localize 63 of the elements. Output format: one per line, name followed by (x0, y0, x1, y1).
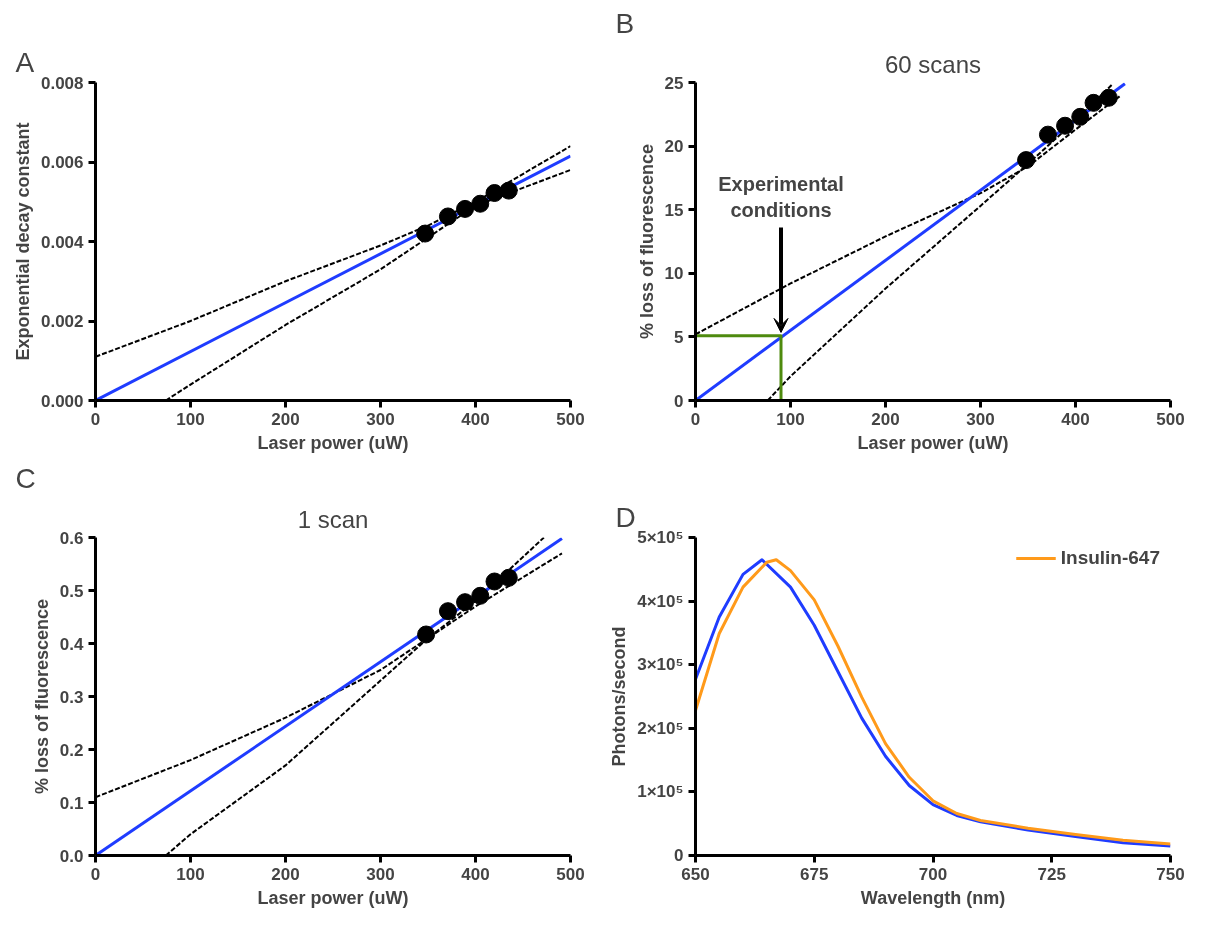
x-axis-title: Wavelength (nm) (860, 887, 1006, 908)
chart-title: 1 scan (297, 505, 369, 533)
y-tick-label: 0.000 (40, 391, 84, 411)
y-tick-label: 10 (664, 264, 684, 284)
x-tick-label: 100 (176, 409, 205, 429)
y-axis-title: Photons/second (609, 626, 630, 767)
y-tick-label: 5×10⁵ (637, 528, 684, 547)
x-tick-label: 400 (1061, 409, 1090, 429)
y-tick-label: 5 (674, 327, 684, 347)
y-tick-label: 0 (674, 846, 684, 865)
y-tick-label: 0.008 (40, 73, 84, 93)
y-tick-label: 3×10⁵ (637, 655, 684, 675)
text: A (15, 46, 35, 78)
text: D (615, 501, 636, 533)
x-tick-label: 675 (800, 864, 829, 884)
x-tick-label: 400 (461, 864, 490, 884)
x-axis-title: Laser power (uW) (257, 887, 409, 908)
text: C (15, 462, 36, 494)
y-tick-label: 0.1 (59, 793, 84, 813)
y-axis-title: % loss of fluorescence (636, 143, 657, 340)
y-tick-label: 0.0 (59, 846, 84, 866)
text: B (615, 7, 635, 39)
x-tick-label: 0 (690, 409, 701, 429)
x-tick-label: 500 (556, 864, 585, 884)
y-tick-label: 0.2 (59, 740, 84, 760)
y-tick-label: 0.004 (40, 232, 85, 252)
y-tick-label: 0 (674, 391, 684, 411)
x-axis-title: Laser power (uW) (257, 432, 409, 453)
y-tick-label: 0.006 (40, 153, 84, 172)
x-tick-label: 200 (271, 864, 300, 884)
y-axis-title: % loss of fluorescence (31, 598, 52, 795)
x-tick-label: 400 (461, 409, 490, 429)
y-tick-label: 20 (664, 137, 684, 157)
y-axis-title: Exponential decay constant (12, 122, 33, 361)
annotation: Experimental conditions (718, 172, 844, 222)
chart-title: 60 scans (884, 50, 982, 78)
y-tick-label: 0.5 (59, 581, 84, 601)
x-tick-label: 300 (966, 409, 995, 429)
x-tick-label: 200 (871, 409, 900, 429)
y-tick-label: 4×10⁵ (637, 591, 684, 611)
x-tick-label: 100 (176, 864, 205, 884)
x-tick-label: 725 (1037, 864, 1066, 884)
x-tick-label: 500 (556, 409, 585, 429)
x-tick-label: 0 (90, 864, 101, 884)
x-tick-label: 300 (366, 409, 395, 429)
y-tick-label: 0.4 (59, 634, 85, 654)
x-tick-label: 650 (681, 864, 710, 884)
legend-label: Insulin-647 (1060, 547, 1160, 569)
x-tick-label: 300 (366, 864, 395, 884)
y-tick-label: 2×10⁵ (637, 718, 684, 738)
x-tick-label: 0 (90, 409, 101, 429)
y-tick-label: 0.6 (59, 528, 84, 548)
y-tick-label: 25 (664, 73, 684, 93)
x-tick-label: 100 (776, 409, 805, 429)
x-axis-title: Laser power (uW) (857, 432, 1009, 453)
x-tick-label: 750 (1156, 864, 1185, 884)
x-tick-label: 200 (271, 409, 300, 429)
y-tick-label: 15 (664, 200, 684, 220)
y-tick-label: 0.3 (59, 687, 84, 707)
y-tick-label: 0.002 (40, 312, 84, 331)
x-tick-label: 500 (1156, 409, 1185, 429)
x-tick-label: 700 (918, 864, 948, 884)
y-tick-label: 1×10⁵ (637, 782, 684, 802)
